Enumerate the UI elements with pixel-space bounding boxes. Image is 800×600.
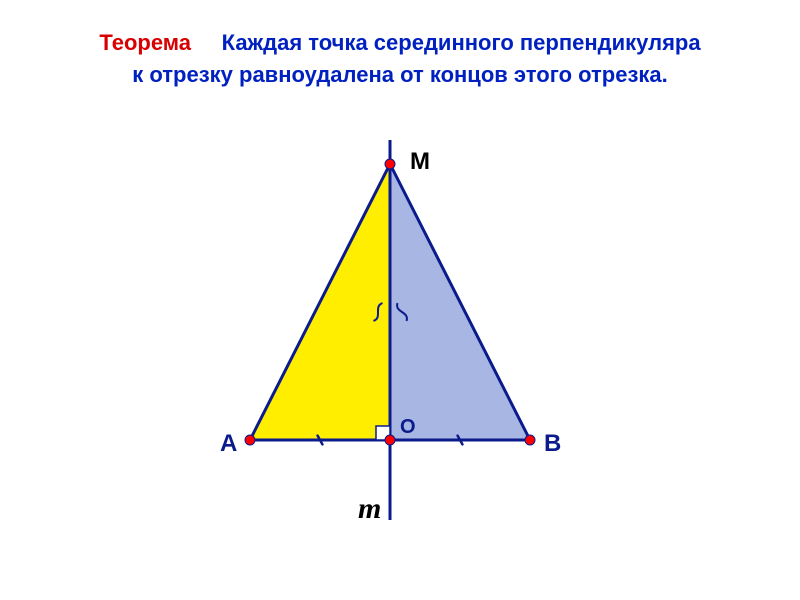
label-perpendicular-m: m (358, 492, 381, 526)
label-B: В (544, 430, 561, 458)
theorem-text-2: к отрезку равноудалена от концов этого о… (0, 62, 800, 88)
diagram-container: М А В О m (160, 120, 640, 550)
theorem-label: Теорема (99, 30, 191, 55)
theorem-text-1: Каждая точка серединного перпендикуляра (222, 30, 701, 55)
theorem-line-1: Теорема Каждая точка серединного перпенд… (0, 30, 800, 56)
label-O: О (400, 416, 416, 439)
geometry-svg (160, 120, 640, 550)
label-A: А (220, 430, 237, 458)
label-M: М (410, 148, 430, 176)
